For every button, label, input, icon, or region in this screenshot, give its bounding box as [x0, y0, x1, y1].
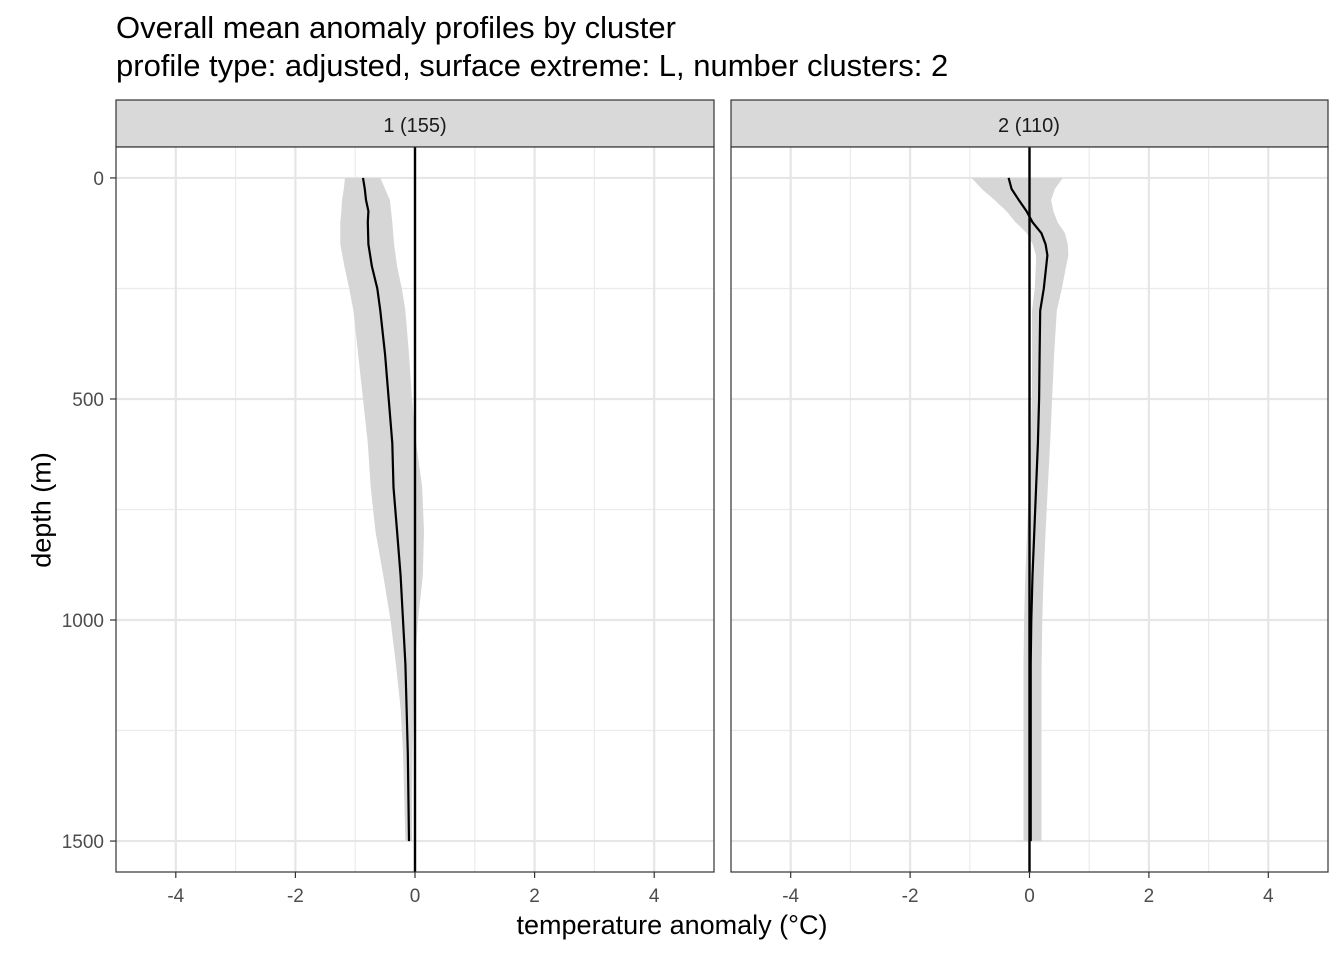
- panel-strip-label: 2 (110): [998, 115, 1060, 137]
- confidence-ribbon: [971, 177, 1069, 842]
- x-tick-label: 4: [649, 886, 660, 907]
- panel-strip-label: 1 (155): [383, 115, 446, 137]
- x-tick-label: -2: [902, 886, 919, 907]
- chart-title: Overall mean anomaly profiles by cluster: [116, 10, 676, 45]
- confidence-ribbon: [340, 177, 424, 842]
- x-axis-title: temperature anomaly (°C): [516, 910, 828, 940]
- x-tick-label: 4: [1263, 886, 1274, 907]
- x-tick-label: -4: [782, 886, 799, 907]
- x-tick-label: -2: [287, 886, 304, 907]
- chart-subtitle: profile type: adjusted, surface extreme:…: [116, 48, 949, 83]
- x-tick-label: 0: [410, 886, 421, 907]
- mean-anomaly-line: [1007, 177, 1049, 842]
- y-axis: 0 500 1000 1500: [62, 169, 116, 853]
- y-axis-title: depth (m): [26, 452, 57, 568]
- x-tick-label: 0: [1024, 886, 1035, 907]
- x-tick-label: -4: [167, 886, 184, 907]
- x-tick-label: 2: [529, 886, 540, 907]
- y-tick-label: 0: [93, 169, 104, 190]
- panel-strip: [730, 99, 1329, 148]
- panel-cluster-1: 1 (155) -4 -2 0 2 4: [115, 99, 715, 907]
- x-tick-label: 2: [1144, 886, 1155, 907]
- y-tick-label: 1500: [62, 832, 104, 853]
- panel-cluster-2: 2 (110) -4 -2 0 2 4: [730, 99, 1329, 907]
- y-tick-label: 1000: [62, 611, 104, 632]
- mean-anomaly-line: [361, 177, 411, 842]
- y-tick-label: 500: [72, 390, 104, 411]
